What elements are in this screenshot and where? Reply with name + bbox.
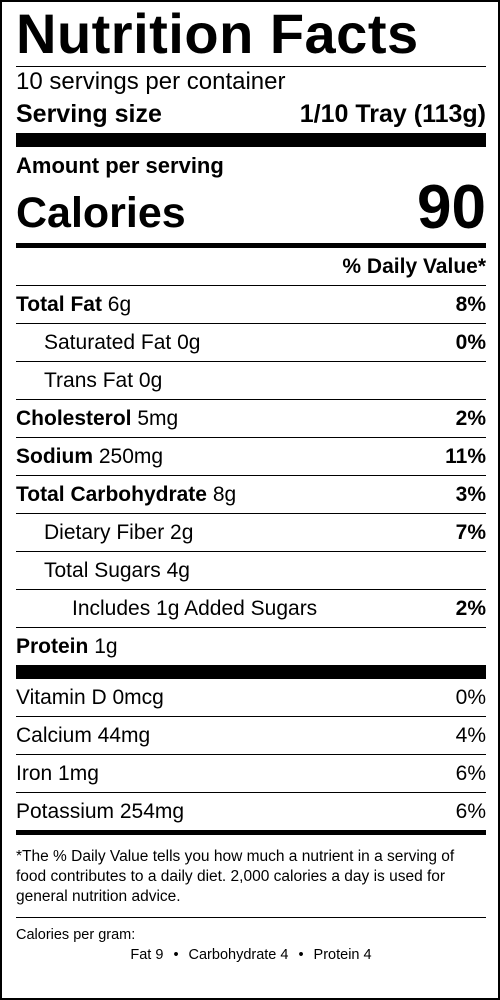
divider-thick	[16, 133, 486, 147]
nutrient-name: Cholesterol	[16, 406, 132, 430]
daily-value-header: % Daily Value*	[342, 255, 486, 278]
nutrient-name: Trans Fat	[44, 368, 134, 392]
nutrient-dv: 11%	[445, 444, 486, 468]
calories-per-gram-label: Calories per gram:	[16, 927, 136, 943]
carbohydrate-per-gram: Carbohydrate 4	[188, 947, 289, 963]
nutrient-row-total-sugars: Total Sugars 4g	[16, 551, 486, 589]
vitamin-name: Potassium 254mg	[16, 799, 185, 823]
vitamin-dv: 6%	[455, 799, 486, 823]
nutrient-name: Total Sugars	[44, 558, 161, 582]
vitamin-row-iron: Iron 1mg 6%	[16, 755, 486, 792]
vitamin-row-potassium: Potassium 254mg 6%	[16, 793, 486, 830]
nutrient-row-cholesterol: Cholesterol 5mg 2%	[16, 399, 486, 437]
divider-medium	[16, 243, 486, 248]
divider	[16, 66, 486, 67]
amount-per-serving: Amount per serving	[16, 153, 224, 178]
divider-medium	[16, 830, 486, 835]
vitamin-row-calcium: Calcium 44mg 4%	[16, 717, 486, 754]
nutrient-dv: 8%	[455, 292, 486, 316]
nutrient-name: Dietary Fiber	[44, 520, 165, 544]
nutrient-amount: 1g	[94, 634, 118, 658]
nutrient-amount: 2g	[170, 520, 194, 544]
nutrient-name: Sodium	[16, 444, 93, 468]
vitamin-dv: 0%	[455, 685, 486, 709]
nutrient-amount: 250mg	[98, 444, 164, 468]
nutrient-dv: 3%	[455, 482, 486, 506]
nutrient-dv: 2%	[455, 596, 486, 620]
servings-per-container: 10 servings per container	[16, 68, 286, 95]
divider	[16, 917, 486, 918]
vitamin-name: Iron 1mg	[16, 761, 99, 785]
calories-value: 90	[417, 173, 486, 242]
protein-per-gram: Protein 4	[313, 947, 372, 963]
nutrient-dv: 2%	[455, 406, 486, 430]
nutrient-name: Saturated Fat	[44, 330, 172, 354]
vitamin-name: Vitamin D 0mcg	[16, 685, 164, 709]
nutrient-row-total-fat: Total Fat 6g 8%	[16, 285, 486, 323]
nutrient-row-trans-fat: Trans Fat 0g	[16, 361, 486, 399]
divider	[16, 754, 486, 755]
divider-thick	[16, 665, 486, 679]
divider	[16, 792, 486, 793]
bullet-separator: •	[298, 947, 304, 963]
nutrient-amount: 5mg	[137, 406, 179, 430]
serving-size-row: Serving size 1/10 Tray (113g)	[16, 97, 486, 133]
calories-per-gram-values: Fat 9 • Carbohydrate 4 • Protein 4	[16, 945, 486, 965]
vitamin-row-vitamin-d: Vitamin D 0mcg 0%	[16, 679, 486, 716]
nutrient-name: Total Carbohydrate	[16, 482, 207, 506]
nutrient-amount: 8g	[212, 482, 237, 506]
nutrient-row-saturated-fat: Saturated Fat 0g 0%	[16, 323, 486, 361]
calories-label: Calories	[16, 189, 186, 237]
serving-size-value: 1/10 Tray (113g)	[299, 100, 486, 128]
daily-value-footnote: *The % Daily Value tells you how much a …	[16, 848, 455, 905]
vitamin-dv: 4%	[455, 723, 486, 747]
nutrient-row-dietary-fiber: Dietary Fiber 2g 7%	[16, 513, 486, 551]
nutrient-row-sodium: Sodium 250mg 11%	[16, 437, 486, 475]
calories-row: Calories 90	[16, 173, 486, 242]
divider	[16, 716, 486, 717]
serving-size-label: Serving size	[16, 100, 162, 128]
bullet-separator: •	[173, 947, 179, 963]
nutrient-name: Protein	[16, 634, 89, 658]
nutrient-amount: 0g	[177, 330, 201, 354]
nutrient-amount: 0g	[138, 368, 163, 392]
nutrient-row-total-carbohydrate: Total Carbohydrate 8g 3%	[16, 475, 486, 513]
nutrient-row-protein: Protein 1g	[16, 627, 486, 665]
vitamin-name: Calcium 44mg	[16, 723, 151, 747]
nutrient-name: Total Fat	[16, 292, 102, 316]
nutrient-amount: 6g	[107, 292, 132, 316]
nutrient-dv: 0%	[455, 330, 486, 354]
nutrient-row-added-sugars: Includes 1g Added Sugars 2%	[16, 589, 486, 627]
nutrient-dv: 7%	[455, 520, 486, 544]
label-title: Nutrition Facts	[16, 2, 419, 65]
fat-per-gram: Fat 9	[130, 947, 164, 963]
nutrient-amount: 4g	[166, 558, 190, 582]
vitamin-dv: 6%	[455, 761, 486, 785]
nutrient-name: Includes 1g Added Sugars	[72, 596, 318, 620]
